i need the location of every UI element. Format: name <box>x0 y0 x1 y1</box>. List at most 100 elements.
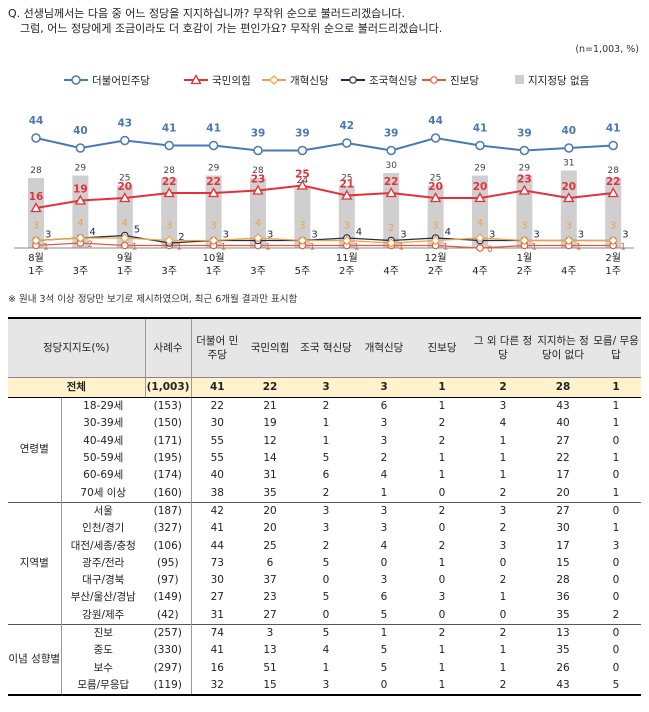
legend-label: 국민의힘 <box>212 75 251 87</box>
data-label-line-rebuild: 3 <box>267 230 273 241</box>
table-row: 보수 (297) 16 51 1 5 1 1 26 0 <box>8 659 641 677</box>
row-value: 0 <box>438 486 446 499</box>
row-value: 0 <box>499 608 507 621</box>
x-tick-month: 12월 <box>425 252 447 264</box>
total-value: 1 <box>413 377 472 398</box>
row-value: 2 <box>322 486 330 499</box>
x-tick-week: 1주 <box>117 266 133 277</box>
row-value: 27 <box>556 434 570 447</box>
row-value: 0 <box>612 434 620 447</box>
total-sample-size: (1,003) <box>145 377 192 398</box>
bar-label-none: 25 <box>341 174 352 184</box>
data-label-line-ppp: 23 <box>251 174 266 186</box>
row-value: 1 <box>413 676 472 697</box>
row-value: 27 <box>210 591 224 604</box>
point-line-ppp <box>74 194 87 205</box>
data-label-line-democratic: 41 <box>473 123 488 135</box>
point-line-reform <box>386 238 397 248</box>
question-line-2: 그럼, 어느 정당에게 조금이라도 더 호감이 가는 편인가요? 무작위 순으로… <box>20 22 443 35</box>
row-value: 3 <box>243 623 298 643</box>
data-label-line-rebuild: 3 <box>311 230 317 241</box>
row-value: 0 <box>322 608 330 621</box>
total-value: 28 <box>535 377 592 398</box>
row-value: 27 <box>535 501 592 521</box>
point-line-progressive <box>476 244 484 252</box>
data-label-line-rebuild: 4 <box>445 227 451 238</box>
row-sample-size: (149) <box>145 589 192 607</box>
row-value: 35 <box>556 644 570 657</box>
row-sample-size: (330) <box>145 642 192 660</box>
data-label-line-ppp: 20 <box>428 181 443 193</box>
row-value: 0 <box>438 608 446 621</box>
bar-label-none: 31 <box>563 159 574 169</box>
legend-marker <box>430 76 438 84</box>
data-label-line-democratic: 40 <box>561 125 576 137</box>
point-line-democratic <box>475 140 485 151</box>
row-value: 5 <box>297 623 356 643</box>
point-line-ppp <box>563 192 575 203</box>
bar-none <box>383 173 400 248</box>
x-tick-month: 1월 <box>517 252 533 264</box>
row-value: 0 <box>355 676 414 697</box>
row-sample-size: (160) <box>145 484 192 503</box>
bar-label-none: 29 <box>474 164 486 174</box>
point-line-reform <box>297 235 308 246</box>
row-value: 0 <box>499 556 507 569</box>
data-label-line-democratic: 41 <box>206 123 221 135</box>
row-sample-size: (187) <box>145 501 192 521</box>
data-label-line-rebuild: 3 <box>45 230 51 241</box>
header-cell: 모름/ 무응답 <box>591 317 642 378</box>
question-text: Q. 선생님께서는 다음 중 어느 정당을 지지하십니까? 무작위 순으로 불러… <box>8 6 442 36</box>
legend-label: 진보당 <box>450 75 479 87</box>
data-label-line-reform: 3 <box>33 221 39 232</box>
row-label: 보수 <box>93 661 113 674</box>
row-value: 28 <box>556 574 570 587</box>
data-label-line-democratic: 41 <box>606 123 621 135</box>
data-label-line-progressive: 1 <box>576 243 582 253</box>
row-value: 4 <box>499 417 507 430</box>
row-value: 5 <box>322 452 330 465</box>
row-value: 3 <box>499 400 507 413</box>
data-label-line-ppp: 22 <box>384 176 399 188</box>
point-line-democratic <box>564 143 574 153</box>
bar-none <box>250 178 266 248</box>
row-value: 27 <box>263 608 277 621</box>
row-value: 1 <box>499 452 507 465</box>
row-label: 60-69세 <box>83 469 124 482</box>
data-label-line-progressive: 1 <box>176 243 182 253</box>
data-label-line-reform: 4 <box>477 218 483 229</box>
table-row: 연령별 18-29세 (153) 22 21 2 6 1 3 43 1 <box>8 397 641 503</box>
data-label-line-reform: 3 <box>299 221 305 232</box>
legend-marker <box>349 76 357 84</box>
row-value: 5 <box>380 661 388 674</box>
data-label-line-reform: 3 <box>344 221 350 232</box>
party-support-table: 정당지지도(%) 사례수 더불어 민주당 국민의힘 조국 혁신당 개혁신당 진보당 그 외 다… <box>8 317 642 697</box>
row-value: 41 <box>210 644 224 657</box>
point-line-democratic <box>430 133 441 143</box>
point-line-ppp <box>119 192 131 203</box>
bar-none <box>338 185 355 248</box>
group-label: 지역별 <box>8 501 62 625</box>
x-tick-week: 1주 <box>28 266 44 277</box>
header-cell: 조국 혁신당 <box>297 317 356 378</box>
point-line-ppp <box>207 187 220 198</box>
row-value: 2 <box>499 522 507 535</box>
data-label-line-democratic: 42 <box>339 120 354 132</box>
point-line-reform <box>341 235 352 246</box>
row-value: 30 <box>210 574 224 587</box>
row-value: 5 <box>322 591 330 604</box>
data-label-line-reform: 2 <box>388 223 394 234</box>
point-line-reform <box>253 233 263 243</box>
row-value: 4 <box>380 539 388 552</box>
point-line-ppp <box>252 184 264 195</box>
header-cell: 더불어 민주당 <box>191 317 244 378</box>
row-value: 2 <box>471 676 536 697</box>
row-value: 3 <box>499 539 507 552</box>
row-value: 13 <box>263 644 277 657</box>
point-line-democratic <box>208 140 219 151</box>
row-value: 16 <box>210 661 224 674</box>
row-value: 1 <box>438 556 446 569</box>
data-label-line-democratic: 40 <box>73 125 88 137</box>
legend-label: 더불어민주당 <box>92 75 150 87</box>
table-row: 50-59세 (195) 55 14 5 2 1 1 22 1 <box>8 449 641 468</box>
